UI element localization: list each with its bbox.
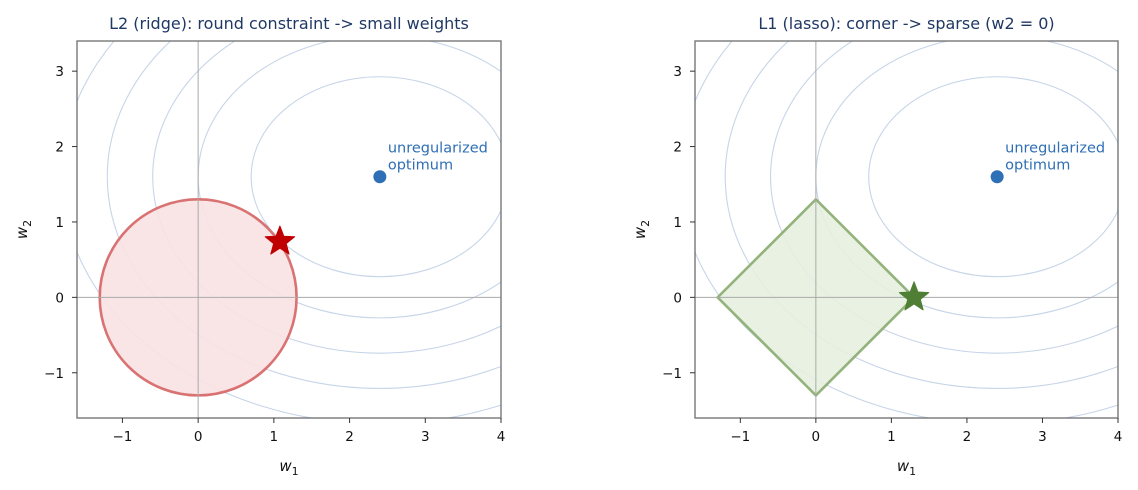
axes-frame xyxy=(694,40,1119,419)
solution-star xyxy=(264,225,296,255)
optimum-label-line1: unregularized xyxy=(1005,141,1105,157)
loss-contour xyxy=(770,41,1118,354)
y-axis-label-main: w xyxy=(631,226,649,239)
y-tick-label: −1 xyxy=(44,366,64,382)
y-axis-label-sub: 2 xyxy=(21,220,34,227)
loss-contour xyxy=(695,41,1118,418)
y-tick-label: 1 xyxy=(55,215,64,231)
axes-frame xyxy=(76,40,502,419)
x-tick-label: 3 xyxy=(421,429,430,445)
x-tick-label: 0 xyxy=(194,429,203,445)
y-tick-label: 3 xyxy=(55,64,64,80)
y-axis-label-sub: 2 xyxy=(639,220,652,227)
loss-contour xyxy=(724,41,1118,389)
x-axis-label-sub: 1 xyxy=(292,465,299,478)
chart-title: L1 (lasso): corner -> sparse (w2 = 0) xyxy=(758,14,1054,33)
x-axis-label-main: w xyxy=(897,457,910,475)
x-axis-label: w1 xyxy=(897,457,916,478)
x-tick-label: −1 xyxy=(112,429,132,445)
x-tick-label: 1 xyxy=(270,429,279,445)
solution-star xyxy=(898,281,930,311)
x-tick-label: 3 xyxy=(1038,429,1047,445)
y-tick-label: 0 xyxy=(673,290,682,306)
x-tick-label: 4 xyxy=(1114,429,1123,445)
x-tick-label: 0 xyxy=(812,429,821,445)
y-axis-label: w2 xyxy=(631,220,652,239)
chart-title: L2 (ridge): round constraint -> small we… xyxy=(109,14,469,33)
x-tick-label: 2 xyxy=(963,429,972,445)
y-tick-label: 3 xyxy=(673,64,682,80)
plot-area xyxy=(695,41,1118,418)
x-axis-label-main: w xyxy=(279,457,292,475)
y-tick-label: 2 xyxy=(55,140,64,156)
y-tick-label: 2 xyxy=(673,140,682,156)
y-tick-label: 1 xyxy=(673,215,682,231)
optimum-label-line2: optimum xyxy=(388,158,453,174)
y-tick-label: 0 xyxy=(55,290,64,306)
optimum-label-line1: unregularized xyxy=(388,141,488,157)
y-axis-label-main: w xyxy=(13,226,31,239)
loss-contour xyxy=(106,41,501,389)
x-axis-label: w1 xyxy=(279,457,298,478)
y-axis-label: w2 xyxy=(13,220,34,239)
loss-contour xyxy=(152,41,501,354)
x-axis-label-sub: 1 xyxy=(909,465,916,478)
x-tick-label: −1 xyxy=(730,429,750,445)
x-tick-label: 4 xyxy=(497,429,506,445)
plot-area xyxy=(77,41,501,418)
optimum-label-line2: optimum xyxy=(1005,158,1070,174)
y-tick-label: −1 xyxy=(662,366,682,382)
loss-contour xyxy=(868,76,1118,278)
x-tick-label: 2 xyxy=(345,429,354,445)
x-tick-label: 1 xyxy=(887,429,896,445)
optimum-point xyxy=(990,170,1004,184)
optimum-point xyxy=(373,170,387,184)
loss-contour xyxy=(250,76,501,278)
